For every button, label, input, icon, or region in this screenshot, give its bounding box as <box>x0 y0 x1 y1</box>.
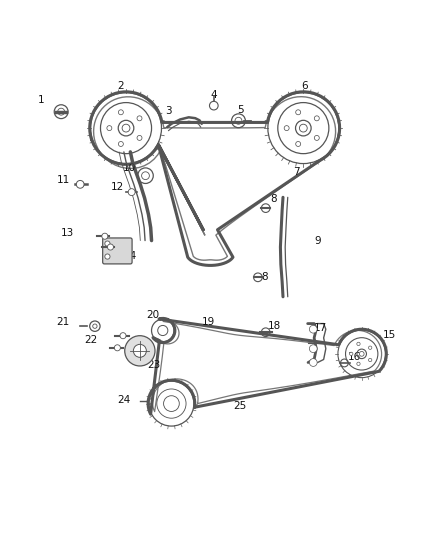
Circle shape <box>137 116 142 121</box>
Circle shape <box>309 345 317 352</box>
Text: 1: 1 <box>38 95 45 105</box>
Circle shape <box>114 345 120 351</box>
Circle shape <box>120 333 126 338</box>
Circle shape <box>368 358 372 362</box>
Text: 8: 8 <box>270 195 277 205</box>
Text: 22: 22 <box>84 335 97 345</box>
Circle shape <box>284 126 289 131</box>
Circle shape <box>118 141 124 147</box>
Circle shape <box>296 141 300 147</box>
Text: 19: 19 <box>201 317 215 327</box>
Text: 7: 7 <box>293 167 300 177</box>
Text: 6: 6 <box>301 80 308 91</box>
Circle shape <box>107 126 112 131</box>
Text: 5: 5 <box>237 105 244 115</box>
Circle shape <box>314 135 319 140</box>
Text: 20: 20 <box>146 310 159 320</box>
Circle shape <box>309 325 317 333</box>
Text: 2: 2 <box>117 80 124 91</box>
Circle shape <box>105 254 110 259</box>
Circle shape <box>357 342 360 345</box>
Circle shape <box>105 241 110 246</box>
Circle shape <box>296 110 300 115</box>
Circle shape <box>118 110 124 115</box>
Text: 14: 14 <box>124 251 137 261</box>
Text: 25: 25 <box>233 401 246 411</box>
Text: 11: 11 <box>57 175 70 185</box>
Text: 10: 10 <box>123 163 136 173</box>
Circle shape <box>368 346 372 349</box>
Text: 12: 12 <box>111 182 124 192</box>
Circle shape <box>125 336 155 366</box>
Text: 16: 16 <box>348 352 361 362</box>
Text: 21: 21 <box>57 317 70 327</box>
Circle shape <box>128 189 135 196</box>
Text: 13: 13 <box>61 228 74 238</box>
Text: 3: 3 <box>165 106 171 116</box>
Text: 23: 23 <box>147 360 161 370</box>
Circle shape <box>357 362 360 366</box>
Circle shape <box>137 135 142 140</box>
FancyBboxPatch shape <box>102 238 132 264</box>
Circle shape <box>102 233 108 239</box>
Text: 8: 8 <box>261 272 268 282</box>
Text: 15: 15 <box>382 330 396 340</box>
Text: 4: 4 <box>211 90 217 100</box>
Circle shape <box>107 244 113 250</box>
Circle shape <box>350 352 353 356</box>
Circle shape <box>309 359 317 366</box>
Text: 24: 24 <box>117 395 131 405</box>
Text: 18: 18 <box>268 321 281 331</box>
Circle shape <box>76 181 84 188</box>
Circle shape <box>314 116 319 121</box>
Text: 17: 17 <box>314 323 327 333</box>
Text: 9: 9 <box>314 236 321 246</box>
Circle shape <box>134 344 146 357</box>
